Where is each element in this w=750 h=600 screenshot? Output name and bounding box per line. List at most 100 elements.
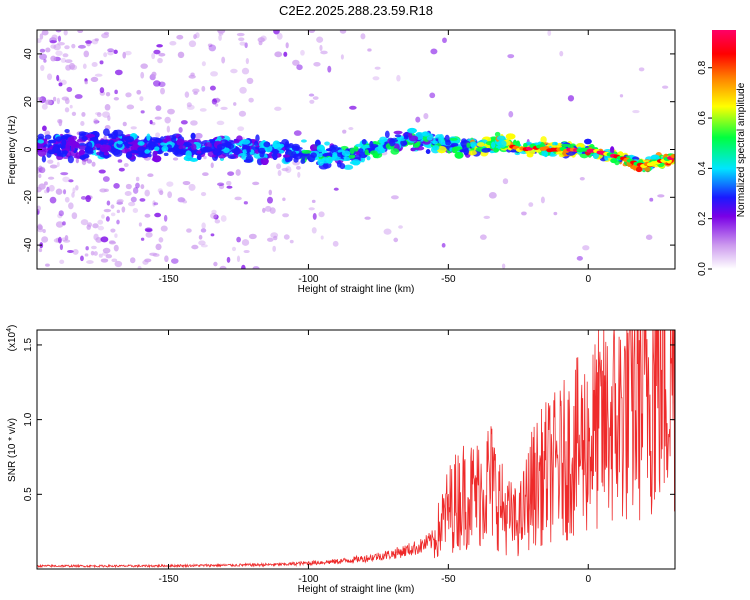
spectrogram-signal-blob bbox=[466, 142, 471, 148]
spectrogram-speckle bbox=[65, 64, 72, 71]
spectrogram-speckle bbox=[158, 52, 166, 57]
spectrogram-speckle bbox=[166, 181, 174, 187]
spectrogram-signal-blob bbox=[86, 133, 96, 139]
spectrogram-speckle bbox=[99, 60, 104, 65]
spectrogram-speckle bbox=[86, 260, 94, 264]
spectrogram-speckle bbox=[129, 257, 136, 264]
spectrogram-speckle bbox=[308, 207, 315, 211]
spectrogram-speckle bbox=[55, 188, 63, 195]
spectrogram-speckle bbox=[180, 198, 186, 202]
spectrogram-speckle bbox=[77, 30, 84, 34]
colorbar: 0.0 0.2 0.4 0.6 0.8 Normalized spectral ampl… bbox=[697, 30, 747, 276]
spectrogram-speckle bbox=[153, 49, 161, 55]
spectrogram-speckle bbox=[41, 30, 49, 36]
spectrogram-signal-blob bbox=[61, 139, 67, 147]
spectrogram-speckle bbox=[282, 213, 289, 218]
spectrogram-signal-blob bbox=[282, 154, 290, 158]
spectrogram-signal-blob bbox=[165, 135, 171, 142]
spectrogram-speckle bbox=[188, 183, 196, 191]
snr-y-label: SNR (10 * v/v) bbox=[7, 418, 18, 482]
spectrogram-x-tick-label: -50 bbox=[441, 274, 456, 285]
spectrogram-signal-blob bbox=[185, 150, 192, 158]
spectrogram-speckle bbox=[93, 251, 98, 256]
spectrogram-speckle bbox=[234, 196, 242, 201]
spectrogram-speckle bbox=[296, 165, 301, 170]
spectrogram-speckle bbox=[55, 30, 62, 33]
spectrogram-speckle bbox=[567, 95, 575, 102]
spectrogram-speckle bbox=[274, 106, 282, 111]
spectrogram-speckle bbox=[102, 111, 110, 118]
spectrogram-signal-blob bbox=[144, 149, 150, 154]
spectrogram-speckle bbox=[40, 64, 45, 72]
spectrogram-speckle bbox=[45, 47, 51, 53]
spectrogram-speckle bbox=[169, 41, 177, 46]
spectrogram-speckle bbox=[153, 202, 159, 206]
spectrogram-speckle bbox=[508, 111, 514, 118]
spectrogram-signal-blob bbox=[64, 128, 70, 133]
spectrogram-speckle bbox=[43, 181, 48, 186]
spectrogram-signal-blob bbox=[380, 140, 385, 146]
spectrogram-speckle bbox=[80, 196, 87, 200]
spectrogram-speckle bbox=[91, 161, 96, 167]
spectrogram-speckle bbox=[248, 97, 254, 103]
spectrogram-signal-blob bbox=[257, 147, 267, 154]
spectrogram-speckle bbox=[75, 158, 79, 164]
spectrogram-speckle bbox=[214, 103, 219, 107]
spectrogram-speckle bbox=[312, 212, 317, 220]
spectrogram-speckle bbox=[166, 125, 171, 133]
colorbar-gradient bbox=[712, 30, 736, 269]
spectrogram-speckle bbox=[114, 233, 118, 238]
spectrogram-speckle bbox=[200, 228, 207, 233]
spectrogram-speckle bbox=[217, 182, 225, 186]
spectrogram-speckle bbox=[60, 172, 69, 176]
spectrogram-speckle bbox=[266, 237, 274, 242]
spectrogram-speckle bbox=[252, 181, 260, 186]
spectrogram-speckle bbox=[100, 236, 109, 243]
spectrogram-y-tick-label: 0 bbox=[23, 146, 34, 152]
spectrogram-speckle bbox=[41, 236, 49, 243]
spectrogram-speckle bbox=[236, 32, 245, 37]
spectrogram-speckle bbox=[154, 212, 162, 218]
spectrogram-signal-blob bbox=[55, 136, 63, 142]
spectrogram-speckle bbox=[117, 159, 123, 163]
spectrogram-speckle bbox=[40, 166, 46, 174]
spectrogram-speckle bbox=[211, 98, 218, 105]
snr-multiplier: (x104) bbox=[6, 325, 18, 352]
spectrogram-speckle bbox=[114, 89, 118, 95]
spectrogram-speckle bbox=[64, 107, 70, 113]
spectrogram-speckle bbox=[167, 108, 175, 115]
spectrogram-speckle bbox=[272, 245, 277, 252]
spectrogram-speckle bbox=[44, 99, 53, 105]
spectrogram-signal-blob bbox=[301, 149, 312, 154]
spectrogram-signal-blob bbox=[361, 139, 367, 145]
spectrogram-signal-blob bbox=[450, 142, 459, 147]
spectrogram-signal-blob bbox=[43, 138, 48, 142]
spectrogram-speckle bbox=[48, 184, 55, 192]
spectrogram-panel: -150 -100 -50 0 -40 -20 0 20 40 Height of straig… bbox=[7, 29, 676, 295]
spectrogram-signal-blob bbox=[341, 150, 351, 157]
spectrogram-speckle bbox=[144, 213, 151, 218]
spectrogram-speckle bbox=[257, 37, 265, 43]
spectrogram-speckle bbox=[58, 210, 64, 217]
spectrogram-speckle bbox=[68, 202, 74, 210]
spectrogram-speckle bbox=[164, 255, 169, 263]
spectrogram-speckle bbox=[113, 96, 120, 101]
spectrogram-speckle bbox=[264, 205, 272, 212]
spectrogram-speckle bbox=[85, 246, 89, 251]
spectrogram-speckle bbox=[99, 188, 107, 193]
spectrogram-speckle bbox=[268, 189, 273, 196]
spectrogram-speckle bbox=[138, 222, 142, 227]
spectrogram-speckle bbox=[238, 37, 245, 42]
spectrogram-speckle bbox=[149, 119, 153, 125]
spectrogram-speckle bbox=[62, 176, 70, 183]
spectrogram-speckle bbox=[132, 208, 139, 213]
spectrogram-speckle bbox=[364, 216, 371, 220]
spectrogram-speckle bbox=[194, 132, 203, 139]
spectrogram-signal-blob bbox=[124, 135, 134, 143]
spectrogram-signal-blob bbox=[67, 136, 74, 143]
spectrogram-signal-blob bbox=[130, 149, 139, 154]
spectrogram-signal-blob bbox=[584, 138, 592, 145]
spectrogram-speckle bbox=[160, 225, 168, 232]
spectrogram-image bbox=[37, 30, 675, 269]
spectrogram-signal-blob bbox=[384, 130, 390, 139]
